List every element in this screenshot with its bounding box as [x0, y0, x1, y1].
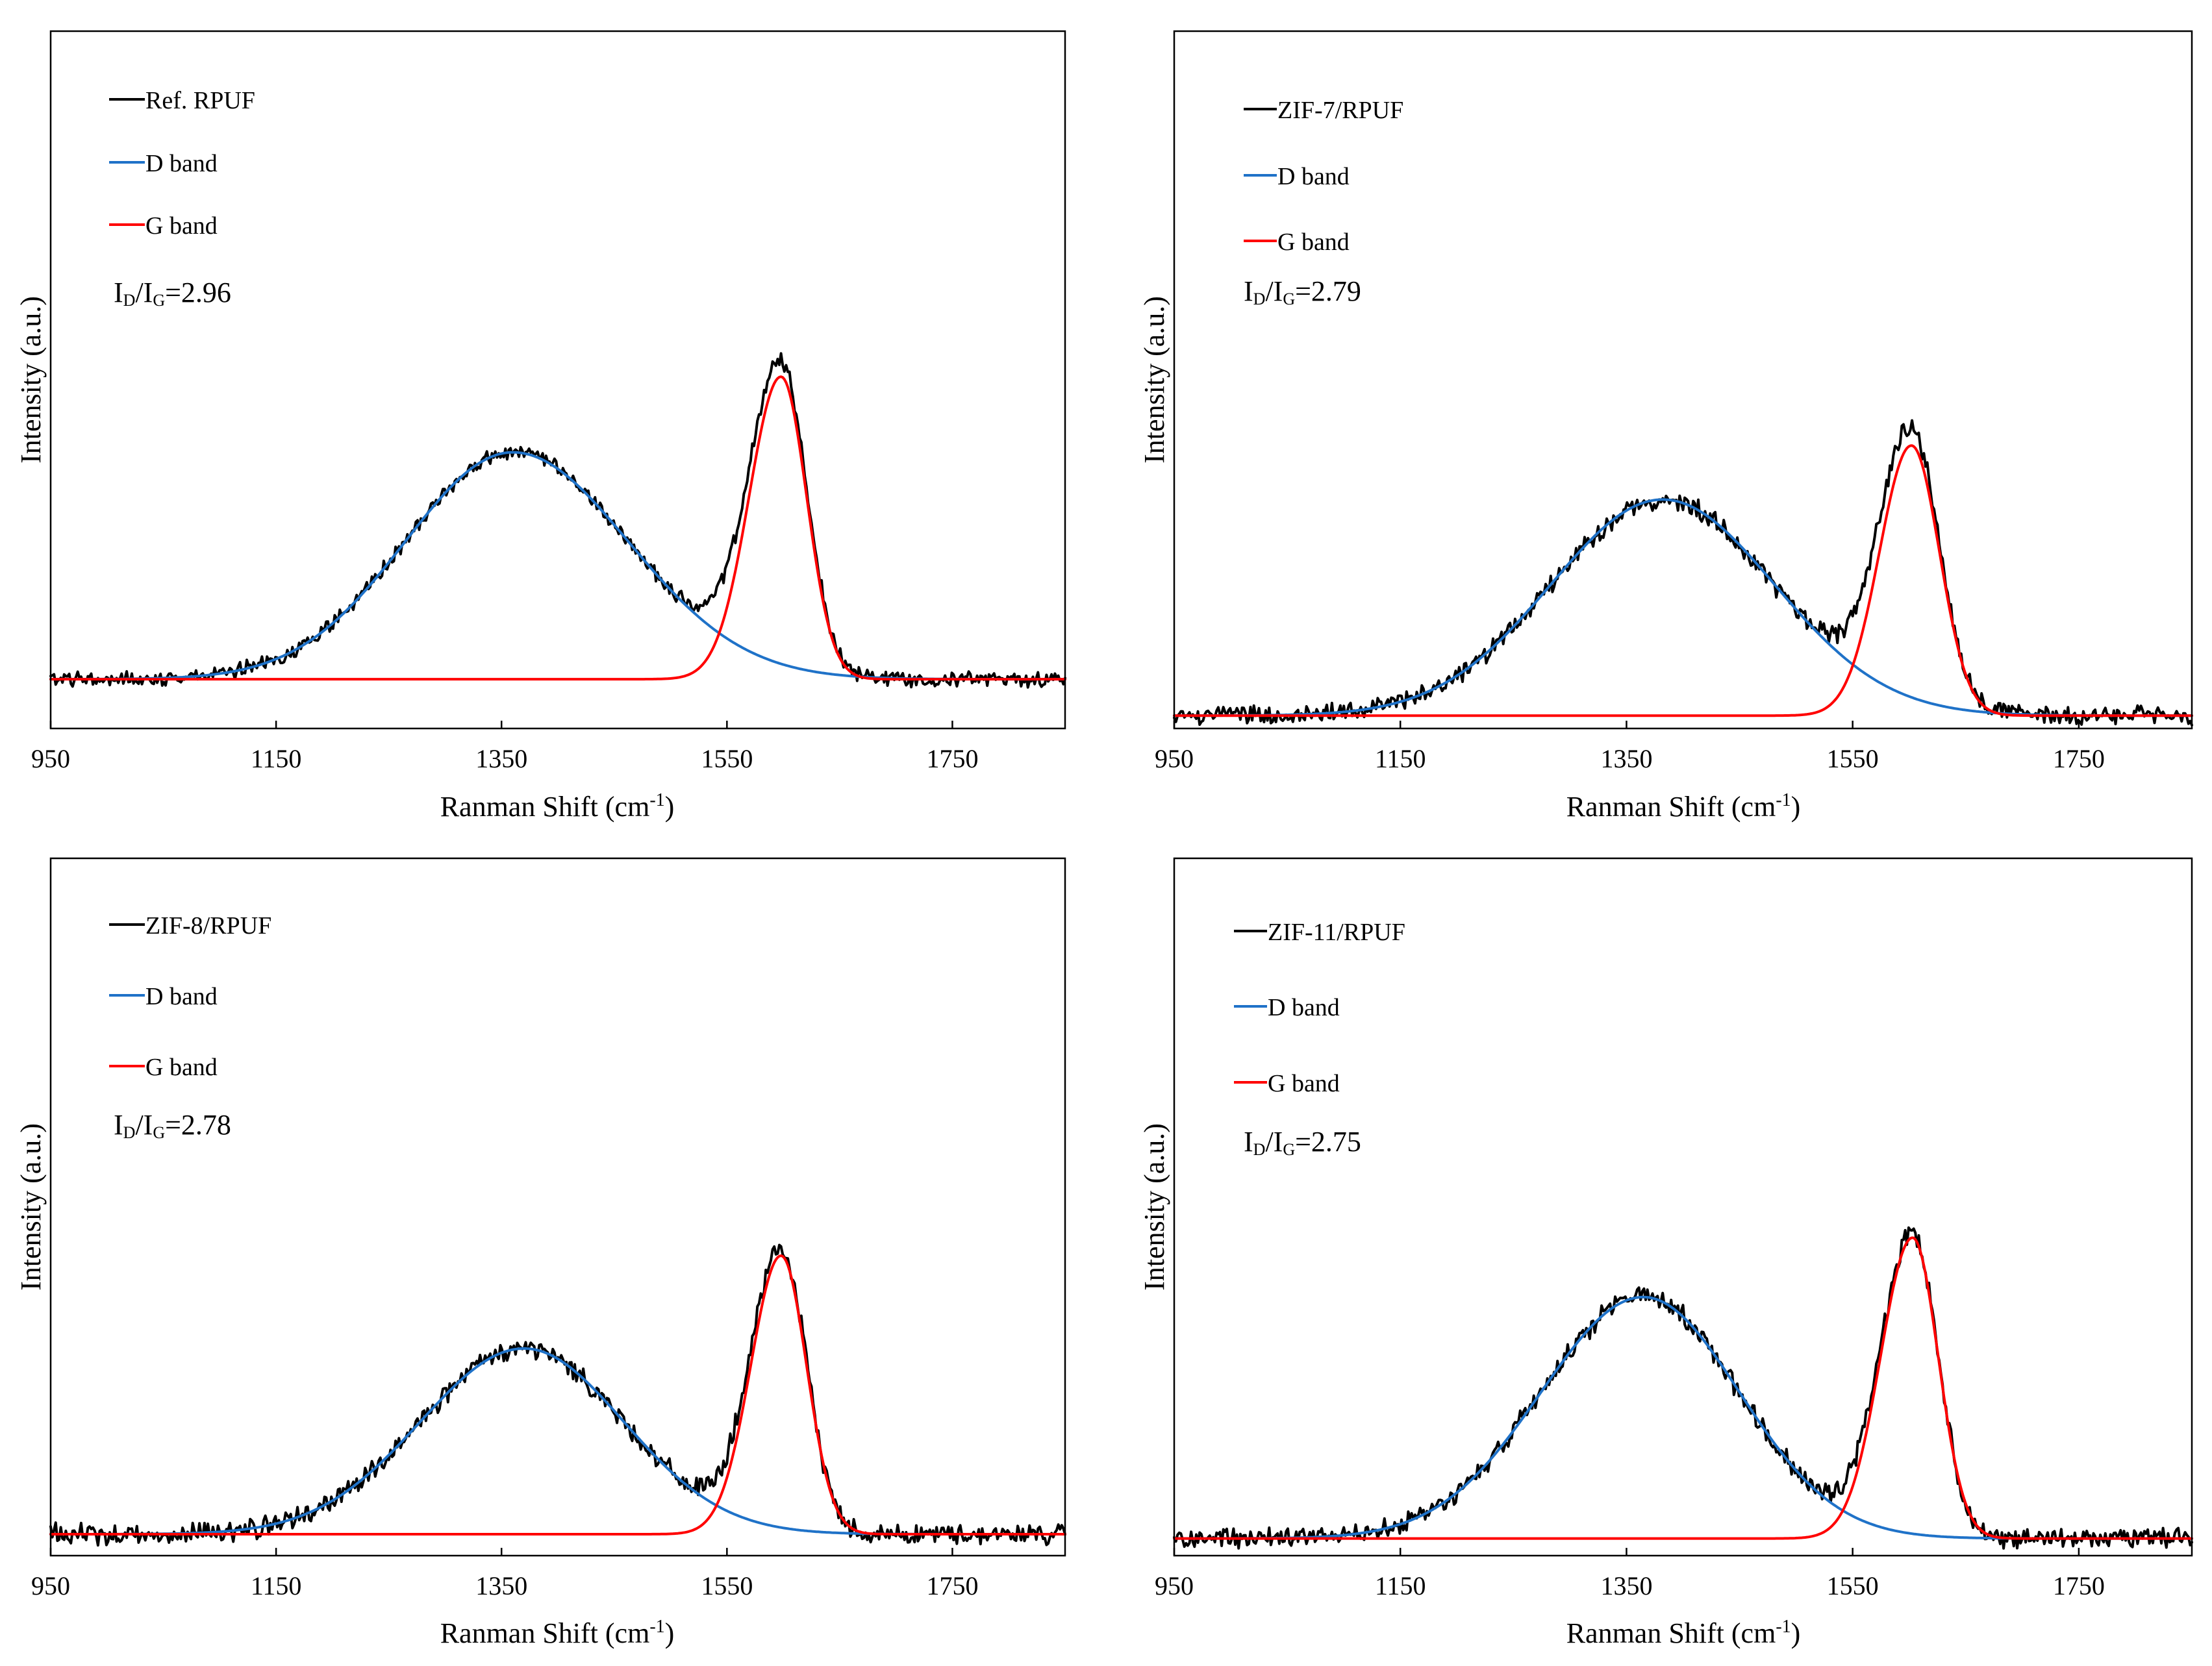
x-ticks: 950 1150 1350 1550 1750 — [31, 1548, 978, 1600]
x-tick-label: 1550 — [701, 1571, 753, 1600]
d-band-fit-line — [49, 1347, 1066, 1535]
x-axis-title: Ranman Shift (cm-1) — [440, 790, 675, 823]
x-ticks: 950 1150 1350 1550 1750 — [1155, 721, 2105, 773]
legend-label-d-band: D band — [145, 983, 218, 1010]
measured-spectrum-line — [49, 352, 1066, 689]
legend-label-g-band: G band — [1277, 229, 1350, 256]
x-axis-title: Ranman Shift (cm-1) — [1566, 1617, 1801, 1649]
panel-zif7-rpuf: 950 1150 1350 1550 1750 ZIF-7/RPUF D band G … — [1138, 30, 2193, 823]
x-tick-label: 1550 — [701, 744, 753, 773]
curves-group — [49, 352, 1066, 689]
measured-spectrum-line — [1173, 1226, 2193, 1550]
g-band-fit-line — [49, 1254, 1066, 1535]
x-tick-label: 1350 — [475, 744, 527, 773]
legend: ZIF-7/RPUF D band G band — [1244, 97, 1403, 256]
id-ig-ratio-label: ID/IG=2.79 — [1244, 275, 1361, 308]
x-tick-label: 1750 — [926, 1571, 978, 1600]
x-tick-label: 950 — [1155, 744, 1194, 773]
legend-label-measured: ZIF-11/RPUF — [1268, 919, 1405, 946]
legend-label-d-band: D band — [145, 150, 218, 177]
panel-zif11-rpuf: 950 1150 1350 1550 1750 ZIF-11/RPUF D band G… — [1138, 857, 2193, 1649]
legend-label-measured: ZIF-7/RPUF — [1277, 97, 1403, 124]
g-band-fit-line — [1173, 1236, 2193, 1540]
x-tick-label: 950 — [1155, 1571, 1194, 1600]
legend-label-g-band: G band — [1268, 1070, 1340, 1097]
x-tick-label: 1750 — [2053, 744, 2105, 773]
g-band-fit-line — [49, 375, 1066, 681]
measured-spectrum-line — [1173, 419, 2193, 727]
curves-group — [1173, 419, 2193, 727]
curves-group — [49, 1243, 1066, 1547]
x-tick-label: 1150 — [1375, 1571, 1426, 1600]
y-axis-title: Intensity (a.u.) — [1138, 1123, 1170, 1291]
x-axis-title: Ranman Shift (cm-1) — [440, 1617, 675, 1649]
plot-frame — [49, 857, 1066, 1557]
x-tick-label: 950 — [31, 744, 70, 773]
y-axis-title: Intensity (a.u.) — [1138, 296, 1170, 464]
legend-label-g-band: G band — [145, 212, 218, 240]
panel-zif8-rpuf: 950 1150 1350 1550 1750 ZIF-8/RPUF D band G … — [15, 857, 1066, 1649]
x-tick-label: 1750 — [2053, 1571, 2105, 1600]
id-ig-ratio-label: ID/IG=2.78 — [114, 1109, 231, 1142]
x-tick-label: 1550 — [1827, 744, 1879, 773]
x-tick-label: 1350 — [475, 1571, 527, 1600]
curves-group — [1173, 1226, 2193, 1550]
x-ticks: 950 1150 1350 1550 1750 — [31, 721, 978, 773]
legend-label-d-band: D band — [1268, 994, 1340, 1021]
legend: Ref. RPUF D band G band — [109, 87, 255, 240]
legend-label-measured: ZIF-8/RPUF — [145, 912, 271, 939]
d-band-fit-line — [1173, 498, 2193, 717]
id-ig-ratio-label: ID/IG=2.75 — [1244, 1126, 1361, 1159]
x-tick-label: 1350 — [1600, 744, 1652, 773]
legend: ZIF-8/RPUF D band G band — [109, 912, 271, 1081]
plot-frame — [1173, 857, 2193, 1557]
x-tick-label: 1750 — [926, 744, 978, 773]
legend-label-g-band: G band — [145, 1054, 218, 1081]
y-axis-title: Intensity (a.u.) — [15, 1123, 47, 1291]
x-tick-label: 1150 — [251, 744, 302, 773]
panel-ref-rpuf: 950 1150 1350 1550 1750 Ref. RPUF D band G b… — [15, 30, 1066, 823]
d-band-fit-line — [1173, 1295, 2193, 1540]
plot-frame — [49, 30, 1066, 730]
plot-frame — [1173, 30, 2193, 730]
x-tick-label: 1350 — [1600, 1571, 1652, 1600]
x-tick-label: 1150 — [251, 1571, 302, 1600]
x-tick-label: 950 — [31, 1571, 70, 1600]
d-band-fit-line — [49, 451, 1066, 681]
x-tick-label: 1150 — [1375, 744, 1426, 773]
legend: ZIF-11/RPUF D band G band — [1234, 919, 1405, 1097]
id-ig-ratio-label: ID/IG=2.96 — [114, 277, 231, 310]
x-ticks: 950 1150 1350 1550 1750 — [1155, 1548, 2105, 1600]
legend-label-d-band: D band — [1277, 163, 1350, 190]
measured-spectrum-line — [49, 1243, 1066, 1547]
x-tick-label: 1550 — [1827, 1571, 1879, 1600]
legend-label-measured: Ref. RPUF — [145, 87, 255, 114]
g-band-fit-line — [1173, 444, 2193, 717]
y-axis-title: Intensity (a.u.) — [15, 296, 47, 464]
x-axis-title: Ranman Shift (cm-1) — [1566, 790, 1801, 823]
